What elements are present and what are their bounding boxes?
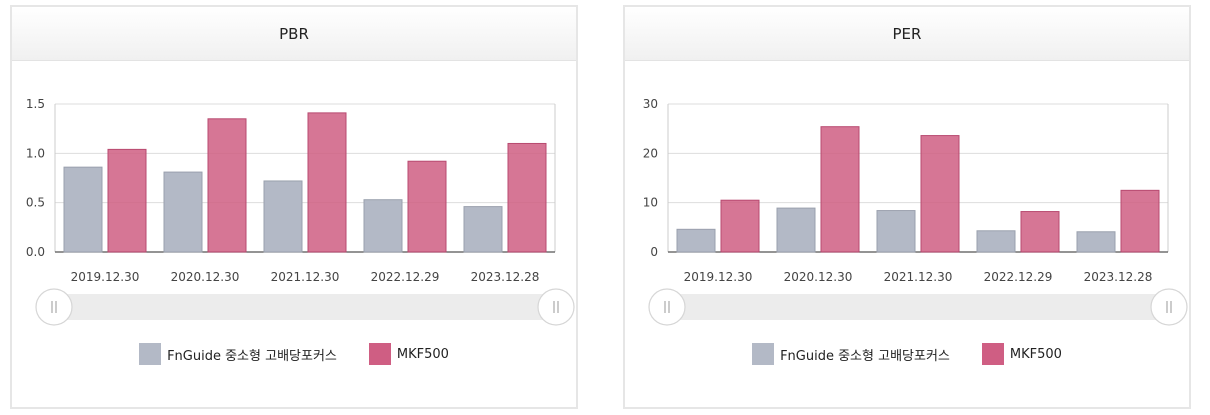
- x-tick-label: 2022.12.29: [984, 270, 1053, 284]
- legend-item-fnguide[interactable]: FnGuide 중소형 고배당포커스: [752, 343, 950, 365]
- x-tick-label: 2020.12.30: [171, 270, 240, 284]
- x-tick-label: 2020.12.30: [784, 270, 853, 284]
- bar-mkf500[interactable]: [207, 118, 247, 253]
- x-tick-label: 2019.12.30: [71, 270, 140, 284]
- bar-fnguide[interactable]: [63, 166, 103, 253]
- legend-label-mkf500: MKF500: [396, 346, 449, 362]
- range-slider-track[interactable]: [54, 294, 556, 320]
- bar-fnguide[interactable]: [1076, 231, 1116, 253]
- legend-label-fnguide: FnGuide 중소형 고배당포커스: [167, 348, 337, 364]
- bar-fnguide[interactable]: [163, 171, 203, 253]
- legend-swatch-mkf500: [981, 343, 1004, 365]
- legend-label-fnguide: FnGuide 중소형 고배당포커스: [780, 348, 950, 364]
- y-tick-label: 1.0: [26, 146, 45, 160]
- x-tick-label: 2019.12.30: [684, 270, 753, 284]
- pbr-chart-title: PBR: [12, 7, 576, 61]
- per-chart: 0 10 20 30 2019.12.30 2020.12.30 2021.12.30 202…: [643, 97, 1188, 326]
- pbr-chart: 0.0 0.5 1.0 1.5 2019.12.30 2020.12.30 2021.12.…: [26, 97, 575, 326]
- range-slider-handle-left[interactable]: [648, 288, 686, 326]
- per-legend: FnGuide 중소형 고배당포커스 MKF500: [625, 343, 1189, 365]
- bar-mkf500[interactable]: [307, 112, 347, 253]
- range-slider-handle-right[interactable]: [1150, 288, 1188, 326]
- legend-swatch-fnguide: [752, 343, 775, 365]
- range-slider-handle-left[interactable]: [35, 288, 73, 326]
- y-tick-label: 0.5: [26, 196, 45, 210]
- y-tick-label: 0: [650, 245, 658, 259]
- y-tick-label: 20: [643, 146, 658, 160]
- y-tick-label: 1.5: [26, 97, 45, 111]
- range-slider-track[interactable]: [667, 294, 1169, 320]
- x-tick-label: 2022.12.29: [371, 270, 440, 284]
- legend-item-mkf500[interactable]: MKF500: [981, 343, 1062, 365]
- legend-item-mkf500[interactable]: MKF500: [368, 343, 449, 365]
- y-tick-label: 10: [643, 196, 658, 210]
- legend-swatch-mkf500: [368, 343, 391, 365]
- bar-mkf500[interactable]: [1020, 211, 1060, 253]
- bar-fnguide[interactable]: [676, 228, 716, 253]
- y-tick-label: 0.0: [26, 245, 45, 259]
- x-tick-label: 2023.12.28: [1084, 270, 1153, 284]
- bar-fnguide[interactable]: [776, 207, 816, 253]
- bar-mkf500[interactable]: [920, 135, 960, 253]
- bar-mkf500[interactable]: [107, 148, 147, 253]
- legend-swatch-fnguide: [139, 343, 162, 365]
- bar-fnguide[interactable]: [876, 210, 916, 253]
- bar-fnguide[interactable]: [463, 206, 503, 253]
- range-slider-handle-right[interactable]: [537, 288, 575, 326]
- bar-mkf500[interactable]: [507, 142, 547, 253]
- x-tick-label: 2021.12.30: [884, 270, 953, 284]
- bar-mkf500[interactable]: [820, 126, 860, 253]
- bar-mkf500[interactable]: [720, 199, 760, 253]
- pbr-legend: FnGuide 중소형 고배당포커스 MKF500: [12, 343, 576, 365]
- per-chart-title: PER: [625, 7, 1189, 61]
- bar-mkf500[interactable]: [407, 160, 447, 253]
- x-tick-label: 2023.12.28: [471, 270, 540, 284]
- legend-label-mkf500: MKF500: [1009, 346, 1062, 362]
- pbr-chart-panel: PBR 0.0 0.5 1.0 1.5 2019.12.30 2020.12.30 2021…: [10, 5, 578, 409]
- y-tick-label: 30: [643, 97, 658, 111]
- legend-item-fnguide[interactable]: FnGuide 중소형 고배당포커스: [139, 343, 337, 365]
- per-chart-panel: PER 0 10 20 30 2019.12.30 2020.12.30 2021.12.3…: [623, 5, 1191, 409]
- bar-mkf500[interactable]: [1120, 189, 1160, 253]
- bar-fnguide[interactable]: [263, 180, 303, 253]
- bar-fnguide[interactable]: [363, 199, 403, 253]
- x-tick-label: 2021.12.30: [271, 270, 340, 284]
- bar-fnguide[interactable]: [976, 230, 1016, 253]
